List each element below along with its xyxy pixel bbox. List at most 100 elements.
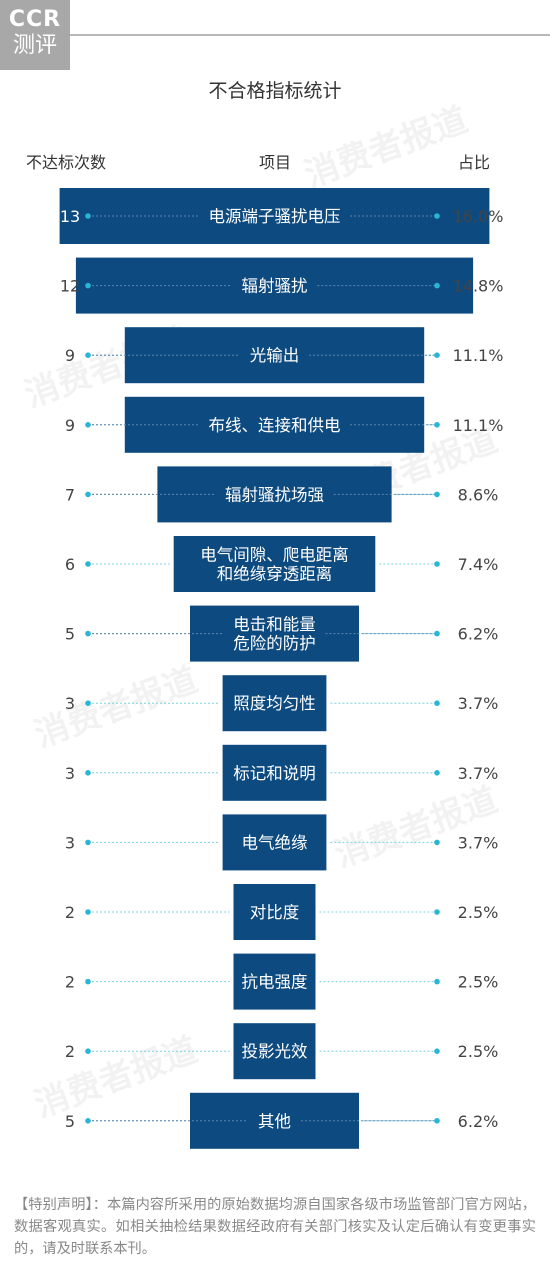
count-label: 6	[65, 555, 75, 574]
bar	[233, 884, 316, 940]
count-label: 5	[65, 625, 75, 644]
percent-label: 2.5%	[458, 1042, 499, 1061]
marker-dot-left	[85, 1118, 91, 1124]
marker-dot-left	[85, 770, 91, 776]
logo-line-2: 测评	[12, 33, 57, 58]
count-label: 3	[65, 833, 75, 852]
chart-row: 抗电强度 2 2.5%	[65, 953, 499, 1010]
marker-dot-left	[85, 700, 91, 706]
bar-label: 投影光效	[242, 1042, 308, 1061]
marker-dot-right	[434, 561, 440, 567]
chart-title: 不合格指标统计	[208, 80, 342, 102]
percent-label: 3.7%	[458, 833, 499, 852]
bar	[222, 814, 327, 871]
marker-dot-right	[434, 770, 440, 776]
chart-row: 辐射骚扰 12 14.8%	[60, 257, 504, 314]
bar-label: 抗电强度	[242, 973, 308, 992]
bar-label: 布线、连接和供电	[209, 416, 341, 435]
bar-label: 电气绝缘	[242, 833, 308, 852]
percent-label: 6.2%	[458, 625, 499, 644]
bar	[233, 1023, 316, 1080]
percent-label: 2.5%	[458, 903, 499, 922]
percent-label: 3.7%	[458, 694, 499, 713]
column-header-share: 占比	[458, 153, 491, 172]
top-divider	[70, 34, 550, 36]
percent-label: 14.8%	[453, 277, 504, 296]
marker-dot-right	[434, 839, 440, 846]
bar-label: 标记和说明	[233, 764, 316, 783]
count-label: 5	[65, 1112, 75, 1131]
marker-dot-left	[85, 839, 91, 846]
funnel-bar-chart: 电源端子骚扰电压 13 16.0% 辐射骚扰 12 14.8% 光输出 9 11.1% 布线、连接…	[59, 188, 504, 1149]
chart-row: 辐射骚扰场强 7 8.6%	[65, 466, 499, 523]
count-label: 12	[60, 277, 80, 296]
bar	[222, 744, 327, 801]
chart-row: 光输出 9 11.1%	[65, 327, 504, 384]
marker-dot-right	[434, 1048, 440, 1054]
count-label: 7	[65, 485, 75, 504]
bar-label: 对比度	[250, 903, 300, 922]
chart-row: 标记和说明 3 3.7%	[65, 744, 499, 801]
marker-dot-right	[434, 422, 440, 428]
marker-dot-right	[434, 491, 440, 498]
count-label: 13	[60, 207, 80, 226]
bar-label: 辐射骚扰	[242, 277, 308, 296]
marker-dot-left	[85, 909, 91, 915]
percent-label: 8.6%	[458, 485, 499, 504]
percent-label: 2.5%	[458, 973, 499, 992]
column-header-count: 不达标次数	[26, 153, 107, 172]
bar-label: 和绝缘穿透距离	[217, 565, 333, 584]
chart-row: 其他 5 6.2%	[65, 1092, 499, 1149]
chart-row: 电源端子骚扰电压 13 16.0%	[59, 188, 504, 244]
marker-dot-right	[434, 700, 440, 706]
count-label: 2	[65, 973, 75, 992]
marker-dot-left	[85, 352, 91, 359]
marker-dot-left	[85, 491, 91, 498]
count-label: 3	[65, 694, 75, 713]
count-label: 9	[65, 416, 75, 435]
bar	[173, 536, 376, 592]
percent-label: 16.0%	[453, 207, 504, 226]
bar-label: 光输出	[250, 346, 300, 365]
marker-dot-left	[85, 282, 91, 289]
marker-dot-left	[85, 561, 91, 567]
bar-label: 危险的防护	[233, 634, 316, 653]
marker-dot-right	[434, 978, 440, 985]
chart-row: 对比度 2 2.5%	[65, 884, 498, 940]
marker-dot-right	[434, 282, 440, 289]
bar-label: 照度均匀性	[233, 694, 316, 713]
marker-dot-left	[85, 1048, 91, 1054]
count-label: 2	[65, 1042, 75, 1061]
count-label: 9	[65, 346, 75, 365]
percent-label: 3.7%	[458, 764, 499, 783]
bar-label: 电击和能量	[233, 615, 316, 634]
disclaimer-text: 【特别声明】：本篇内容所采用的原始数据均源自国家各级市场监管部门官方网站，数据客…	[14, 1197, 536, 1257]
bar	[59, 188, 490, 244]
percent-label: 6.2%	[458, 1112, 499, 1131]
bar	[233, 953, 316, 1010]
chart-row: 投影光效 2 2.5%	[65, 1023, 499, 1080]
bar-label: 电气间隙、爬电距离	[200, 546, 349, 565]
chart-row: 电气绝缘 3 3.7%	[65, 814, 499, 871]
marker-dot-right	[434, 630, 440, 637]
marker-dot-left	[85, 630, 91, 637]
marker-dot-right	[434, 213, 440, 219]
marker-dot-left	[85, 213, 91, 219]
marker-dot-right	[434, 909, 440, 915]
percent-label: 11.1%	[453, 416, 504, 435]
bar-label: 其他	[258, 1112, 291, 1131]
bar-label: 辐射骚扰场强	[225, 485, 324, 504]
bar-label: 电源端子骚扰电压	[209, 207, 341, 226]
ccr-logo: CCR 测评	[0, 0, 70, 70]
count-label: 2	[65, 903, 75, 922]
chart-row: 照度均匀性 3 3.7%	[65, 675, 499, 732]
column-header-item: 项目	[258, 153, 291, 172]
count-label: 3	[65, 764, 75, 783]
marker-dot-right	[434, 1118, 440, 1124]
bar	[222, 675, 327, 732]
marker-dot-left	[85, 978, 91, 985]
percent-label: 11.1%	[453, 346, 504, 365]
percent-label: 7.4%	[458, 555, 499, 574]
